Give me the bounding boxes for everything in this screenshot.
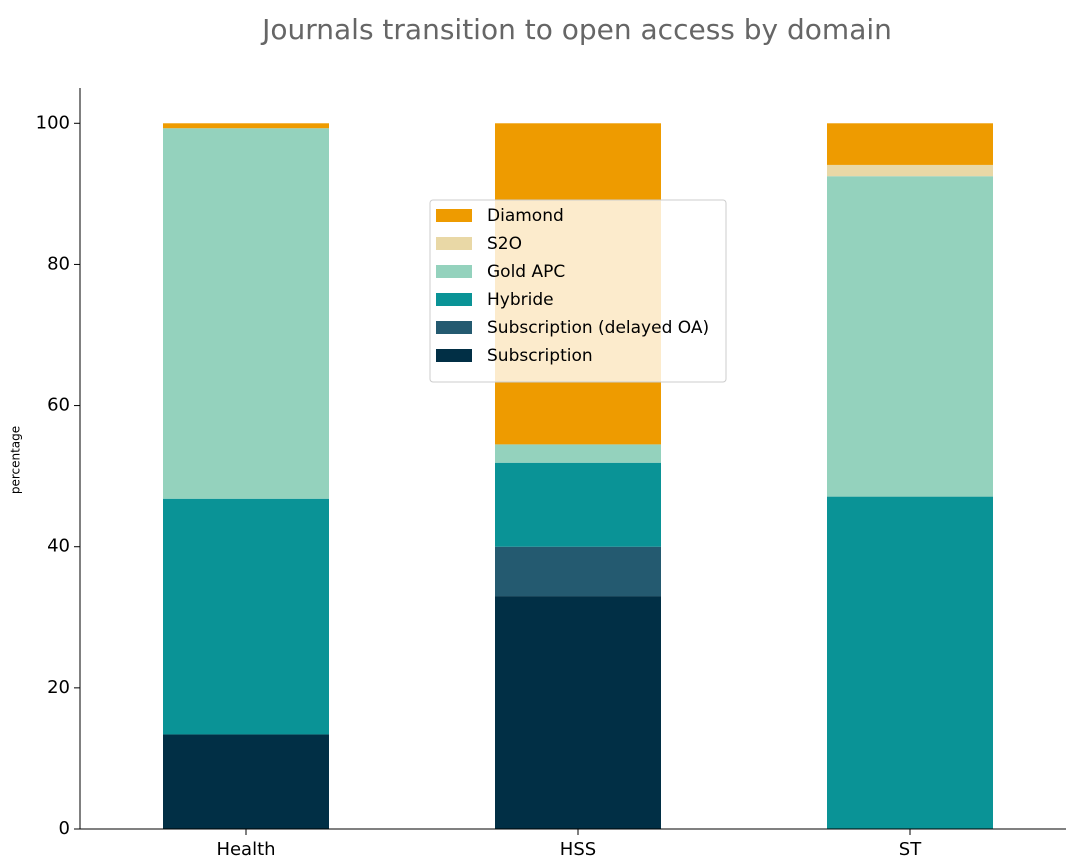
legend-label: Gold APC	[487, 262, 565, 282]
legend-swatch	[436, 265, 472, 278]
legend-swatch	[436, 209, 472, 222]
legend-swatch	[436, 349, 472, 362]
legend-label: S2O	[487, 234, 522, 254]
x-tick-label: HSS	[560, 839, 596, 858]
bar-segment	[495, 546, 661, 597]
bar-segment	[495, 444, 661, 463]
y-tick-label: 20	[47, 677, 70, 698]
bar-segment	[495, 462, 661, 547]
legend-label: Hybride	[487, 290, 554, 310]
chart-title: Journals transition to open access by do…	[260, 13, 892, 46]
bar-segment	[163, 734, 329, 829]
x-tick-label: Health	[216, 839, 275, 858]
bars	[163, 123, 993, 829]
bar-segment	[163, 123, 329, 129]
bar-segment	[827, 123, 993, 165]
x-tick-label: ST	[899, 839, 922, 858]
legend: Diamond S2O Gold APC Hybride Subscription (d…	[429, 199, 727, 383]
bar-segment	[495, 596, 661, 829]
bar-segment	[827, 496, 993, 829]
legend-label: Subscription (delayed OA)	[487, 318, 709, 338]
legend-label: Subscription	[487, 346, 593, 366]
legend-label: Diamond	[487, 206, 564, 226]
y-tick-label: 60	[47, 395, 70, 416]
y-tick-label: 40	[47, 536, 70, 557]
y-tick-label: 80	[47, 253, 70, 274]
legend-box	[429, 199, 727, 383]
legend-swatch	[436, 321, 472, 334]
bar-segment	[163, 128, 329, 499]
legend-swatch	[436, 237, 472, 250]
bar-segment	[827, 176, 993, 497]
bar-segment	[827, 164, 993, 177]
y-axis-label: percentage	[9, 426, 23, 494]
y-tick-label: 0	[59, 818, 70, 839]
y-tick-label: 100	[36, 112, 70, 133]
bar-segment	[163, 498, 329, 735]
legend-swatch	[436, 293, 472, 306]
